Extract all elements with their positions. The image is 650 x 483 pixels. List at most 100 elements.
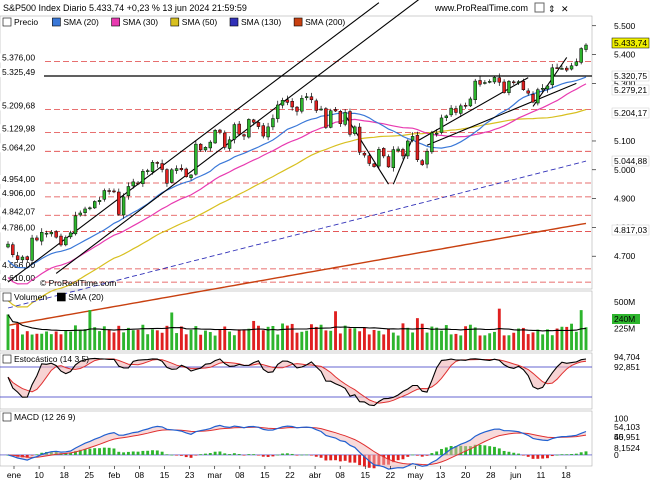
price-legend-label: SMA (50) (182, 17, 218, 27)
volume-bar (73, 325, 77, 350)
volume-bar (131, 330, 135, 350)
level-label: 4.656,00 (2, 260, 35, 270)
x-tick-label: 15 (160, 470, 170, 480)
x-tick-label: 20 (461, 470, 471, 480)
candle-body (338, 111, 343, 124)
macd-fill (8, 425, 586, 470)
candle-body (391, 149, 396, 169)
candle-body (343, 112, 347, 125)
candle-body (102, 190, 107, 200)
volume-bar (261, 330, 265, 350)
macd-hist-bar (396, 454, 400, 461)
x-tick-label: 11 (536, 470, 545, 480)
macd-hist-bar (117, 451, 121, 455)
macd-hist-bar (358, 454, 362, 466)
price-badge (611, 224, 650, 236)
level-label: 5.129,98 (2, 123, 35, 133)
macd-legend-label: MACD (12 26 9) (14, 412, 76, 422)
macd-hist-bar (502, 450, 506, 455)
volume-bar (6, 314, 10, 350)
candle-body (324, 108, 328, 128)
volume-bar (218, 329, 222, 350)
macd-hist-bar (444, 447, 448, 455)
volume-bar (257, 325, 260, 350)
volume-bar (204, 330, 207, 350)
price-legend-swatch (2, 17, 12, 27)
macd-panel: 100 50 0 (0, 414, 628, 470)
candle-body (30, 237, 34, 261)
candle-body (121, 196, 126, 216)
volume-bar (146, 334, 150, 350)
volume-bar (276, 334, 280, 350)
macd-hist-bar (247, 454, 251, 455)
macd-hist-bar (430, 453, 434, 455)
candle-body (449, 107, 453, 116)
candle-body (107, 190, 111, 192)
volume-sma-line (7, 314, 587, 332)
candle-body (300, 98, 304, 112)
volume-bar (165, 325, 169, 350)
square-icon[interactable] (534, 2, 545, 13)
stoch-legend-label: Estocástico (14 3 5) (14, 354, 89, 364)
macd-hist-bar (295, 454, 299, 456)
macd-hist-bar (570, 454, 573, 455)
volume-bar (122, 332, 126, 350)
level-label-bg (0, 124, 44, 134)
macd-hist-bar (531, 454, 535, 459)
macd-tick-label: 50 (614, 432, 624, 442)
volume-bar (271, 326, 275, 350)
candle-body (68, 232, 73, 238)
macd-hist-bar (199, 454, 203, 455)
candle-body (189, 174, 193, 178)
candle-body (64, 237, 68, 246)
volume-bar (83, 329, 87, 350)
stoch-legend-swatch (2, 354, 12, 364)
volume-bar (93, 327, 97, 350)
volume-bar (213, 335, 217, 350)
candle-body (560, 68, 564, 70)
volume-bar (521, 327, 525, 350)
macd-panel-frame (0, 410, 593, 467)
macd-line (7, 424, 587, 470)
macd-hist-bar (131, 451, 135, 455)
candle-body (584, 44, 588, 50)
volume-bar (281, 323, 284, 350)
candle-body (536, 89, 540, 104)
macd-hist-bar (560, 454, 564, 455)
volume-bar (102, 326, 106, 350)
candle-body (174, 168, 179, 171)
macd-hist-bar (93, 448, 97, 455)
volume-bar (570, 323, 573, 350)
arrows-icon[interactable]: ⇕ (548, 4, 556, 14)
volume-bar (584, 327, 588, 350)
macd-hist-bar (550, 454, 554, 457)
volume-bar (155, 330, 159, 350)
close-icon[interactable]: ✕ (561, 4, 569, 14)
volume-bar (314, 326, 318, 350)
price-legend-swatch (170, 17, 180, 27)
candle-body (227, 139, 232, 149)
candle-body (88, 207, 92, 210)
candle-body (280, 100, 285, 106)
candle-body (276, 104, 280, 119)
candle-body (251, 119, 256, 123)
candle-body (44, 232, 49, 235)
volume-bar (136, 329, 140, 350)
macd-hist-bar (541, 454, 545, 459)
volume-bar (189, 329, 193, 350)
macd-hist-bar (122, 452, 126, 455)
candle-body (97, 200, 102, 202)
candle-body (194, 143, 198, 175)
candle-body (454, 108, 458, 113)
volume-bar (546, 329, 549, 350)
candle-body (353, 126, 357, 134)
level-label-bg (0, 175, 44, 185)
x-axis: ene 10 18 25 feb 08 15 23 mar 08 15 22 abr 08 15 22 may 1… (7, 466, 571, 480)
x-tick-label: 18 (59, 470, 69, 480)
macd-hist-bar (391, 454, 395, 463)
volume-bar (54, 331, 58, 350)
price-panel-frame (0, 15, 593, 290)
macd-hist-bar (155, 450, 159, 455)
macd-hist-bar (440, 448, 443, 455)
trend-line (344, 114, 389, 185)
